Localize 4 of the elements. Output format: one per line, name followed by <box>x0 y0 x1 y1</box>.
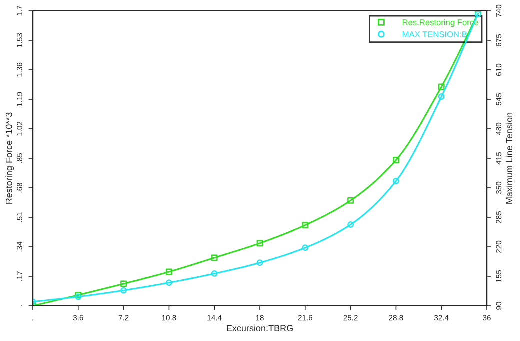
y2-axis-title: Maximum Line Tension <box>506 113 513 204</box>
legend-label: MAX TENSION:B <box>402 31 467 38</box>
x-axis-title: Excursion:TBRG <box>227 324 293 332</box>
y-axis-title: Restoring Force *10**3 <box>6 112 14 204</box>
